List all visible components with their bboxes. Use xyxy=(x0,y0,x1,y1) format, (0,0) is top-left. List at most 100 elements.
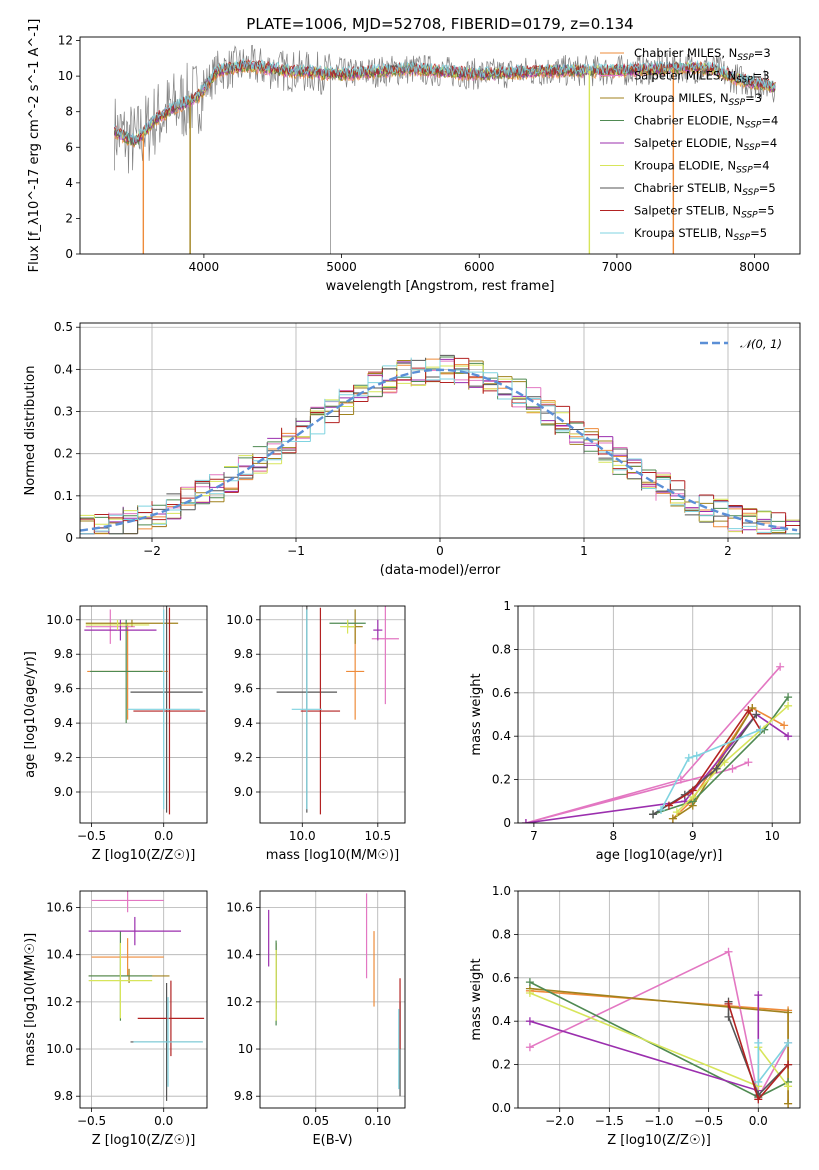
y-tick-label: 9.0 xyxy=(234,785,253,799)
plot-area xyxy=(84,606,206,815)
mass-weight-marker xyxy=(756,725,765,734)
mass-weight-marker xyxy=(525,978,534,987)
mass-weight-marker xyxy=(525,1017,534,1026)
y-tick-label: 10.4 xyxy=(46,948,73,962)
mass-weight-vs-age-panel: 7 8 9 10 0 0.2 0.4 0.6 0.8 1 age [log10(age/yr)] ma… xyxy=(469,599,801,863)
x-tick-label: −1.0 xyxy=(644,1114,673,1128)
grid-lines xyxy=(260,891,405,1108)
mass-weight-marker xyxy=(525,988,534,997)
legend-value: =3 xyxy=(753,69,770,83)
residual-histogram xyxy=(80,357,800,535)
y-tick-label: 0.2 xyxy=(492,773,511,787)
plot-area xyxy=(114,44,776,254)
x-tick-label: 0.0 xyxy=(154,829,173,843)
legend-entry: Salpeter MILES, NSSP=3 xyxy=(634,69,770,86)
x-tick-label: 10 xyxy=(765,829,780,843)
x-tick-label: 5000 xyxy=(326,260,357,274)
y-tick-label: 4 xyxy=(65,176,73,190)
legend-subscript: SSP xyxy=(736,166,753,176)
x-axis-label: Z [log10(Z/Z☉)] xyxy=(607,1133,711,1148)
legend: Chabrier MILES, NSSP=3 Salpeter MILES, NS… xyxy=(600,46,778,243)
y-tick-label: 9.0 xyxy=(54,785,73,799)
axes-frame xyxy=(79,890,208,1109)
mass-weight-marker xyxy=(754,1038,763,1047)
axes-frame xyxy=(259,890,406,1109)
y-tick-label: 12 xyxy=(58,34,73,48)
x-axis-label: (data-model)/error xyxy=(380,563,501,578)
mass-weight-marker xyxy=(724,947,733,956)
x-tick-label: −0.5 xyxy=(694,1114,723,1128)
mass-weight-marker xyxy=(744,758,753,767)
y-tick-label: 10 xyxy=(238,1042,253,1056)
mass-weight-line xyxy=(529,950,789,1100)
legend-subscript: SSP xyxy=(745,121,762,131)
x-axis-label: E(B-V) xyxy=(312,1133,352,1148)
legend-value: =5 xyxy=(759,181,776,195)
mass-weight-marker xyxy=(684,753,693,762)
residuals-panel: −2 −1 0 1 2 0 0.1 0.2 0.3 0.4 0.5 (data-model)/erro… xyxy=(23,320,801,578)
legend-subscript: SSP xyxy=(736,76,753,86)
mass-weight-marker xyxy=(724,999,733,1008)
legend-entry: Kroupa ELODIE, NSSP=4 xyxy=(634,159,770,176)
axes-frame xyxy=(79,605,208,824)
y-tick-label: 10 xyxy=(58,69,73,83)
mass-weight-marker xyxy=(692,751,701,760)
mass-weight-marker xyxy=(676,775,685,784)
legend-entry: Salpeter STELIB, NSSP=5 xyxy=(634,204,775,221)
legend-value: =4 xyxy=(760,136,777,150)
axes-frame xyxy=(79,322,801,539)
mass-vs-Z-panel: −0.5 0.0 9.8 10.0 10.2 10.4 10.6 Z [log10(Z/Z☉)… xyxy=(23,890,208,1148)
y-axis-label: mass weight xyxy=(469,673,484,755)
axes-frame xyxy=(259,605,406,824)
y-tick-label: 0.6 xyxy=(492,686,511,700)
legend-value: =4 xyxy=(761,114,778,128)
y-tick-label: 0.6 xyxy=(492,971,511,985)
mass-weight-marker xyxy=(525,1043,534,1052)
y-tick-label: 9.4 xyxy=(54,716,73,730)
mass-weight-line xyxy=(757,1042,789,1085)
y-tick-label: 0.3 xyxy=(54,405,73,419)
mass-weight-marker xyxy=(672,808,681,817)
y-axis-label: Normed distribution xyxy=(23,366,38,496)
mass-weight-marker xyxy=(712,764,721,773)
x-tick-label: −0.5 xyxy=(77,1114,106,1128)
x-tick-label: −2.0 xyxy=(545,1114,574,1128)
y-tick-label: 10.0 xyxy=(226,613,253,627)
legend-value: =3 xyxy=(745,91,762,105)
y-tick-label: 0 xyxy=(65,247,73,261)
y-tick-label: 0.2 xyxy=(54,447,73,461)
mass-weight-marker xyxy=(754,991,763,1000)
mass-weight-marker xyxy=(784,1099,793,1108)
grid-lines xyxy=(260,606,405,823)
x-tick-label: 8 xyxy=(610,829,618,843)
x-tick-label: −0.5 xyxy=(77,829,106,843)
x-tick-label: −1 xyxy=(287,544,305,558)
mass-weight-marker xyxy=(728,764,737,773)
y-tick-label: 0.8 xyxy=(492,642,511,656)
x-tick-label: 0.0 xyxy=(749,1114,768,1128)
y-tick-label: 0 xyxy=(65,531,73,545)
axis-ticks: 0.05 0.10 9.8 10 10.2 10.4 10.6 xyxy=(226,901,391,1128)
legend-subscript: SSP xyxy=(742,188,759,198)
x-axis-label: Z [log10(Z/Z☉)] xyxy=(92,1133,196,1148)
y-tick-label: 9.8 xyxy=(54,1089,73,1103)
mass-weight-marker xyxy=(784,1038,793,1047)
mass-weight-marker xyxy=(656,805,665,814)
mass-weight-line xyxy=(652,714,757,815)
y-tick-label: 0.1 xyxy=(54,489,73,503)
y-tick-label: 9.2 xyxy=(234,751,253,765)
y-tick-label: 10.6 xyxy=(226,901,253,915)
mass-weight-marker xyxy=(784,732,793,741)
y-axis-label: Flux [f_λ10^-17 erg cm^-2 s^-1 A^-1] xyxy=(27,19,42,273)
plot-area xyxy=(276,606,399,815)
x-tick-label: 1 xyxy=(580,544,588,558)
mass-weight-marker xyxy=(784,1008,793,1017)
y-tick-label: 0.8 xyxy=(492,927,511,941)
legend-value: =3 xyxy=(754,46,771,60)
axis-ticks: −0.5 0.0 9.8 10.0 10.2 10.4 10.6 xyxy=(46,901,173,1128)
x-tick-label: 6000 xyxy=(464,260,495,274)
mass-weight-line xyxy=(525,713,789,823)
axis-ticks: −2 −1 0 1 2 0 0.1 0.2 0.3 0.4 0.5 xyxy=(54,320,732,558)
model-spectrum-line xyxy=(114,58,776,143)
y-tick-label: 0.4 xyxy=(54,362,73,376)
